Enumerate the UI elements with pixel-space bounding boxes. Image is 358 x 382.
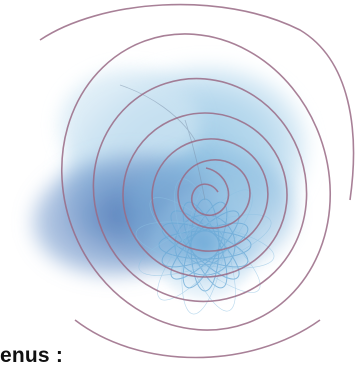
faint-lines	[119, 84, 206, 201]
caption-text: enus :	[0, 344, 64, 367]
spiral-rings	[39, 3, 355, 359]
